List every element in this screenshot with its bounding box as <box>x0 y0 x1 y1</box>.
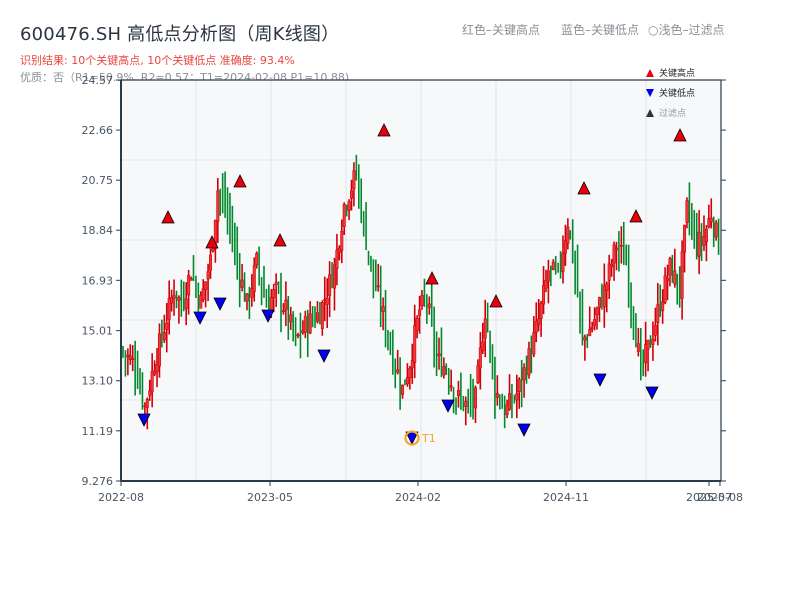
y-tick-label: 9.276 <box>82 475 114 488</box>
legend-label: 关键低点 <box>659 89 696 99</box>
legend-text-light: ○浅色–过滤点 <box>648 23 725 37</box>
legend-text-blue: 蓝色–关键低点 <box>561 23 640 37</box>
key-low-marker <box>593 373 607 387</box>
y-tick-label: 24.57 <box>82 74 114 87</box>
key-low-marker <box>645 386 659 400</box>
key-high-marker <box>161 210 175 224</box>
result-summary: 识别结果: 10个关键高点, 10个关键低点 准确度: 93.4% <box>20 54 295 67</box>
key-low-marker <box>193 311 207 325</box>
y-tick-label: 20.75 <box>82 174 114 187</box>
legend-item-key-high: 关键高点 <box>646 66 695 79</box>
key-low-marker <box>137 413 151 427</box>
y-tick-label: 18.84 <box>82 224 114 237</box>
t1-label: T1 <box>421 432 436 445</box>
key-high-marker <box>673 128 687 142</box>
legend-item-filtered: 过滤点 <box>646 106 686 119</box>
key-low-marker <box>441 399 455 413</box>
key-high-marker <box>233 174 247 188</box>
key-low-marker <box>517 423 531 437</box>
key-high-marker <box>205 235 219 249</box>
x-tick-label: 2022-08 <box>98 491 144 504</box>
key-low-marker <box>213 297 227 311</box>
y-tick-label: 13.10 <box>82 375 114 388</box>
y-tick-label: 11.19 <box>82 425 114 438</box>
y-tick-label: 16.93 <box>82 274 114 287</box>
legend-label: 关键高点 <box>659 69 696 79</box>
legend-text-red: 红色–关键高点 <box>462 23 541 37</box>
x-tick-label: 2025-07 <box>686 491 732 504</box>
key-high-marker <box>577 181 591 195</box>
key-high-marker <box>377 123 391 137</box>
key-low-marker <box>317 349 331 363</box>
triangle-down-icon <box>646 88 654 97</box>
chart-title: 600476.SH 高低点分析图（周K线图） <box>20 24 340 45</box>
key-high-marker <box>425 271 439 285</box>
t1-ring <box>404 430 420 446</box>
x-tick-label: 2024-02 <box>395 491 441 504</box>
candles <box>122 154 720 430</box>
key-high-marker <box>489 294 503 308</box>
triangle-up-icon <box>646 68 654 77</box>
x-tick-label: 2023-05 <box>247 491 293 504</box>
legend-label: 过滤点 <box>659 109 687 119</box>
y-tick-label: 22.66 <box>82 124 114 137</box>
key-low-marker <box>261 309 275 323</box>
legend-item-key-low: 关键低点 <box>646 86 695 99</box>
x-tick-label: 2024-11 <box>543 491 589 504</box>
key-high-marker <box>629 209 643 223</box>
y-tick-label: 15.01 <box>82 325 114 338</box>
key-high-marker <box>273 233 287 247</box>
x-tick-label: 2025-08 <box>697 491 743 504</box>
triangle-up-hollow-icon <box>646 108 654 117</box>
